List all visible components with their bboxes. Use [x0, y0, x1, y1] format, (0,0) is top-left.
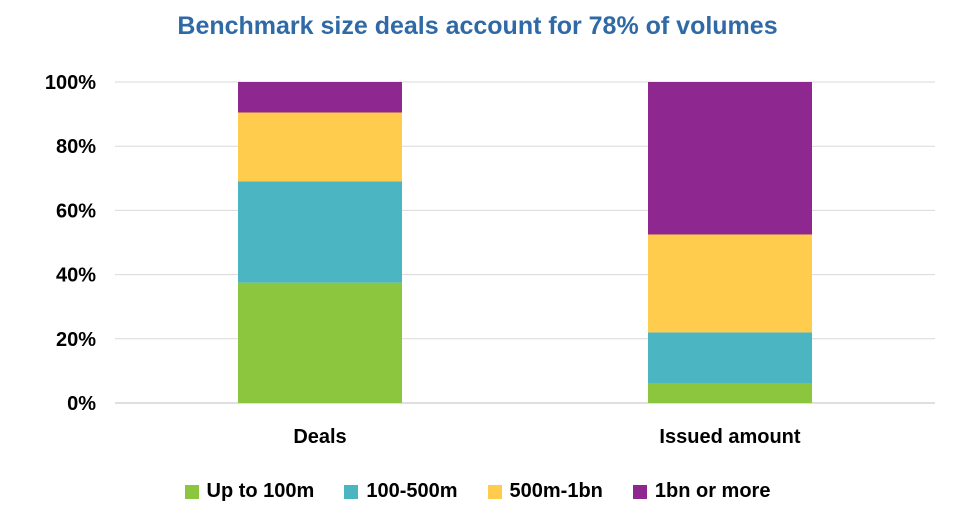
stacked-bar-chart: 0% 20% 40% 60% 80% 100% Deals Issued amount — [45, 72, 935, 448]
x-category-label: Deals — [293, 426, 346, 448]
legend-swatch — [184, 484, 199, 499]
legend: Up to 100m 100-500m 500m-1bn 1bn or more — [0, 480, 955, 503]
chart-title: Benchmark size deals account for 78% of … — [177, 12, 778, 40]
bar-segment-0-0 — [238, 282, 402, 403]
bar-segment-3-1 — [648, 82, 812, 235]
bar-segment-1-1 — [648, 332, 812, 384]
legend-item: Up to 100m — [184, 480, 315, 503]
y-tick-label: 20% — [56, 329, 96, 351]
x-category-label: Issued amount — [659, 426, 800, 448]
legend-item: 500m-1bn — [487, 480, 603, 503]
legend-label: 1bn or more — [654, 480, 771, 502]
legend-item: 100-500m — [344, 480, 458, 503]
bar-segment-2-1 — [648, 234, 812, 333]
legend-label: Up to 100m — [206, 480, 315, 502]
y-tick-label: 60% — [56, 200, 96, 222]
legend-swatch — [344, 484, 359, 499]
y-tick-label: 80% — [56, 136, 96, 158]
y-tick-label: 0% — [67, 393, 96, 415]
legend-item: 1bn or more — [632, 480, 771, 503]
legend-label: 500m-1bn — [509, 480, 603, 502]
y-tick-label: 100% — [45, 72, 96, 94]
legend-label: 100-500m — [366, 480, 458, 502]
bar-segment-2-0 — [238, 112, 402, 182]
bar-segment-3-0 — [238, 82, 402, 113]
legend-swatch — [487, 484, 502, 499]
y-tick-label: 40% — [56, 265, 96, 287]
bar-segment-1-0 — [238, 181, 402, 283]
bar-segment-0-1 — [648, 383, 812, 403]
legend-swatch — [632, 484, 647, 499]
